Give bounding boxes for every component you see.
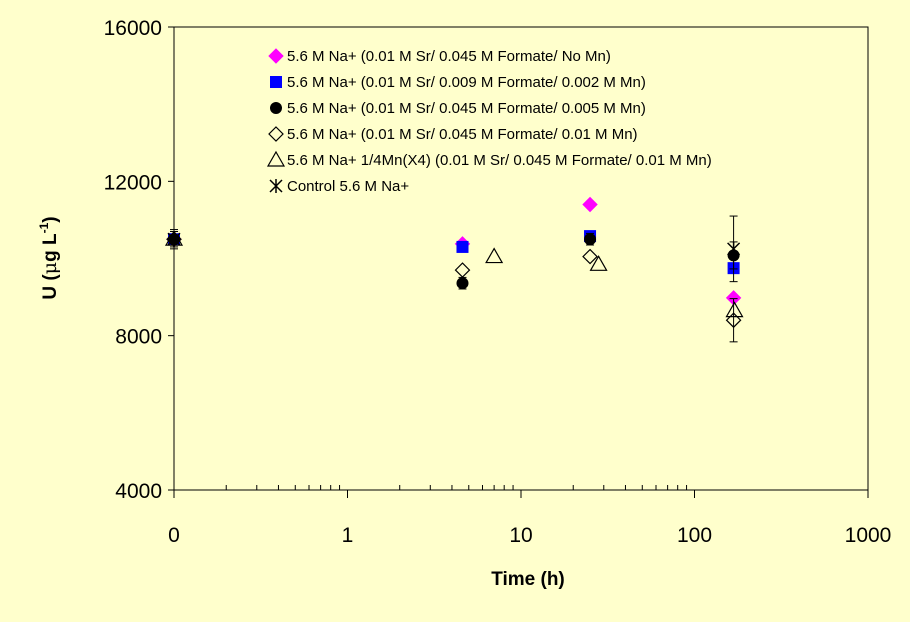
legend-label: 5.6 M Na+ (0.01 M Sr/ 0.045 M Formate/ N… bbox=[287, 48, 611, 65]
data-marks bbox=[164, 196, 744, 343]
y-tick-label: 8000 bbox=[115, 326, 162, 349]
marker-open-diamond bbox=[268, 126, 284, 142]
marker-open-diamond bbox=[582, 248, 598, 265]
marker-circle bbox=[456, 277, 469, 290]
legend: 5.6 M Na+ (0.01 M Sr/ 0.045 M Formate/ N… bbox=[266, 48, 712, 195]
legend-label: 5.6 M Na+ (0.01 M Sr/ 0.045 M Formate/ 0… bbox=[287, 100, 646, 117]
x-tick-label: 1 bbox=[342, 524, 354, 547]
marker-diamond bbox=[582, 196, 598, 213]
marker-open-diamond bbox=[725, 312, 742, 329]
legend-entry-2: 5.6 M Na+ (0.01 M Sr/ 0.009 M Formate/ 0… bbox=[270, 74, 646, 91]
legend-label: 5.6 M Na+ (0.01 M Sr/ 0.045 M Formate/ 0… bbox=[287, 126, 638, 143]
legend-entry-6: Control 5.6 M Na+ bbox=[269, 178, 409, 195]
marker-square bbox=[456, 240, 469, 253]
marker-triangle bbox=[589, 255, 608, 271]
legend-entry-3: 5.6 M Na+ (0.01 M Sr/ 0.045 M Formate/ 0… bbox=[270, 100, 646, 117]
x-tick-label: 100 bbox=[677, 524, 712, 547]
legend-entry-1: 5.6 M Na+ (0.01 M Sr/ 0.045 M Formate/ N… bbox=[268, 48, 611, 65]
legend-label: Control 5.6 M Na+ bbox=[287, 178, 409, 195]
marker-triangle bbox=[725, 301, 744, 318]
y-axis-title: U (μg L-1) bbox=[37, 216, 61, 299]
marker-square bbox=[270, 76, 282, 88]
y-axis-title-mu: μ bbox=[39, 262, 61, 274]
marker-triangle bbox=[485, 247, 504, 264]
marker-asterisk bbox=[269, 179, 283, 193]
x-axis-title: Time (h) bbox=[491, 569, 565, 590]
marker-asterisk bbox=[727, 241, 741, 256]
plot-area bbox=[173, 26, 869, 491]
x-tick-label: 10 bbox=[509, 524, 532, 547]
y-tick-label: 16000 bbox=[104, 17, 162, 40]
legend-entry-5: 5.6 M Na+ 1/4Mn(X4) (0.01 M Sr/ 0.045 M … bbox=[266, 150, 712, 169]
legend-entry-4: 5.6 M Na+ (0.01 M Sr/ 0.045 M Formate/ 0… bbox=[268, 126, 638, 143]
axes: 4000 8000 12000 16000 0 1 10 100 1000 bbox=[104, 17, 892, 547]
marker-open-diamond bbox=[454, 262, 471, 278]
y-tick-label: 4000 bbox=[115, 480, 162, 503]
legend-label: 5.6 M Na+ (0.01 M Sr/ 0.009 M Formate/ 0… bbox=[287, 74, 646, 91]
marker-asterisk bbox=[167, 232, 181, 247]
marker-circle bbox=[584, 233, 597, 246]
marker-triangle bbox=[266, 150, 286, 167]
marker-diamond bbox=[268, 48, 284, 64]
y-axis-title-unit: g L bbox=[40, 233, 61, 262]
y-tick-label: 12000 bbox=[104, 171, 162, 194]
legend-label: 5.6 M Na+ 1/4Mn(X4) (0.01 M Sr/ 0.045 M … bbox=[287, 152, 712, 169]
y-axis-title-close: ) bbox=[40, 216, 61, 222]
x-tick-label: 0 bbox=[168, 524, 180, 547]
y-axis-title-sup: -1 bbox=[37, 222, 51, 233]
x-tick-label: 1000 bbox=[845, 524, 892, 547]
series-6 bbox=[167, 215, 741, 283]
y-axis-title-base: U ( bbox=[40, 274, 61, 300]
plot-frame bbox=[173, 26, 869, 491]
marker-circle bbox=[270, 102, 282, 114]
